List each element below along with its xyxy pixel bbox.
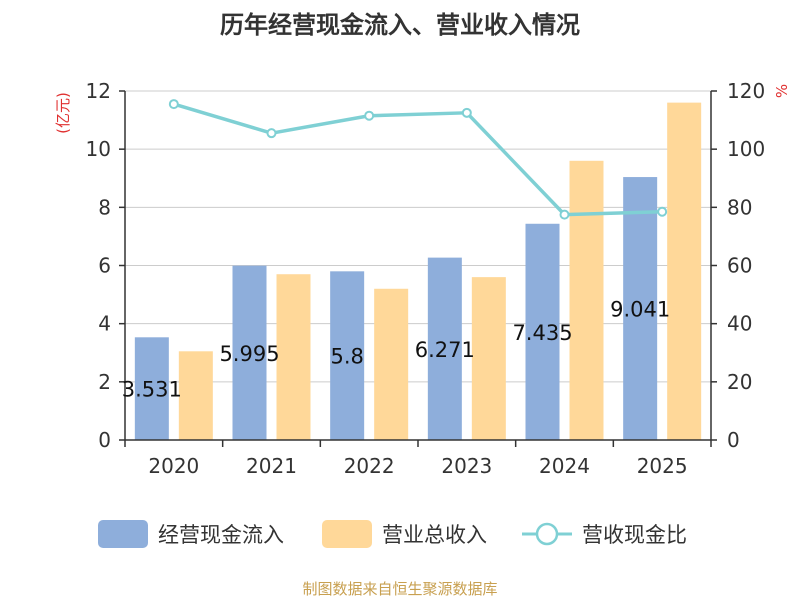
- legend-swatch-marker: [535, 522, 559, 546]
- bar-revenue: [471, 277, 506, 440]
- data-labels: 3.531 5.995 5.8 6.271 7.435 9.041: [122, 298, 670, 402]
- data-label: 7.435: [512, 321, 572, 345]
- bar-revenue: [178, 351, 213, 440]
- data-label: 9.041: [610, 298, 670, 322]
- y-right-tick-label: 40: [727, 312, 752, 336]
- y-axis-right-label: %: [773, 84, 791, 98]
- y-right-tick-label: 20: [727, 370, 752, 394]
- ratio-point: [168, 99, 179, 110]
- bar-cash-inflow: [330, 271, 365, 440]
- y-left-tick-label: 0: [98, 428, 111, 452]
- bar-revenue: [374, 288, 409, 440]
- x-tick-label: 2021: [246, 454, 297, 478]
- y-right-tick-label: 100: [727, 137, 765, 161]
- bar-revenue: [569, 160, 604, 441]
- ratio-point: [364, 110, 375, 121]
- y-left-tick-label: 8: [98, 195, 111, 219]
- y-left-tick-label: 6: [98, 254, 111, 278]
- bar-cash-inflow: [525, 223, 560, 440]
- data-label: 5.995: [219, 342, 279, 366]
- y-right-tick-label: 80: [727, 195, 752, 219]
- data-label: 5.8: [330, 345, 363, 369]
- gridlines: [125, 90, 711, 383]
- bar-cash-inflow: [623, 177, 658, 440]
- bars: [134, 102, 702, 441]
- y-left-tick-label: 2: [98, 370, 111, 394]
- y-left-tick-label: 10: [86, 137, 111, 161]
- x-tick-label: 2020: [148, 454, 199, 478]
- source-note: 制图数据来自恒生聚源数据库: [302, 580, 497, 598]
- y-left-tick-label: 12: [86, 79, 111, 103]
- legend-label: 营收现金比: [582, 523, 687, 547]
- x-tick-label: 2025: [637, 454, 688, 478]
- x-tick-label: 2022: [344, 454, 395, 478]
- data-label: 3.531: [122, 378, 182, 402]
- x-tick-label: 2024: [539, 454, 590, 478]
- legend-label: 经营现金流入: [158, 523, 284, 547]
- y-right-tick-label: 0: [727, 428, 740, 452]
- data-label: 6.271: [415, 338, 475, 362]
- y-axis-left-label: (亿元): [54, 92, 72, 134]
- bar-revenue: [667, 102, 702, 440]
- legend-swatch: [98, 520, 148, 548]
- y-left-tick-label: 4: [98, 312, 111, 336]
- ratio-line-path: [173, 102, 663, 217]
- bar-revenue: [276, 274, 311, 440]
- ratio-line: [168, 99, 668, 220]
- ratio-point: [266, 128, 277, 139]
- chart-title: 历年经营现金流入、营业收入情况: [220, 11, 580, 39]
- y-right-tick-label: 120: [727, 79, 765, 103]
- legend: 经营现金流入 营业总收入 营收现金比: [98, 520, 687, 548]
- bar-cash-inflow: [427, 257, 462, 440]
- y-right-tick-label: 60: [727, 254, 752, 278]
- bar-cash-inflow: [232, 265, 267, 440]
- ratio-point: [559, 209, 570, 220]
- legend-swatch: [322, 520, 372, 548]
- ratio-point: [461, 107, 472, 118]
- legend-label: 营业总收入: [382, 523, 487, 547]
- ratio-point: [657, 206, 668, 217]
- x-tick-label: 2023: [441, 454, 492, 478]
- bar-cash-inflow: [134, 337, 169, 440]
